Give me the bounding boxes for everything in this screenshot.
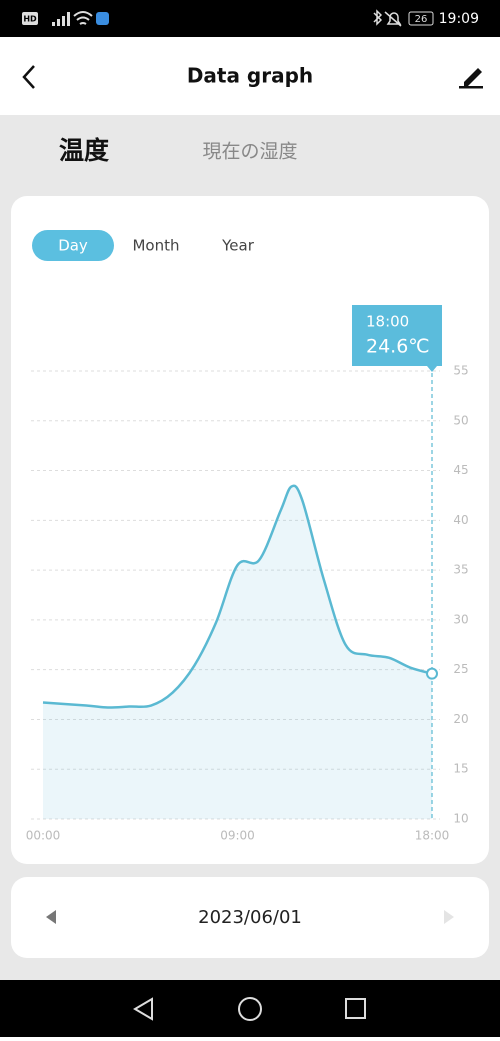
x-tick-label: 09:00 <box>220 829 255 843</box>
nav-back[interactable] <box>133 997 153 1021</box>
tooltip-value: 24.6℃ <box>366 336 430 358</box>
x-tick-label: 00:00 <box>26 829 61 843</box>
nav-bar <box>0 980 500 1037</box>
x-tick-label: 18:00 <box>415 829 450 843</box>
tab-active[interactable]: 温度 <box>59 136 109 165</box>
battery-level: 26 <box>415 14 428 25</box>
range-pill-active[interactable] <box>32 230 114 261</box>
page-title: Data graph <box>187 64 313 88</box>
range-option[interactable]: Year <box>221 237 255 255</box>
tooltip <box>352 305 442 372</box>
plot: 10 15 20 25 30 35 40 45 50 55 00:00 09:00 18:00 18:00… <box>26 305 469 843</box>
area-fill <box>43 485 432 819</box>
header <box>0 37 500 115</box>
nav-home[interactable] <box>238 997 262 1021</box>
hd-badge <box>22 12 38 25</box>
date: 2023/06/01 <box>198 907 302 928</box>
range-option[interactable]: Day <box>58 237 88 255</box>
tab[interactable]: 現在の湿度 <box>202 141 297 163</box>
y-tick-label: 50 <box>453 413 468 427</box>
y-tick-label: 55 <box>453 364 468 378</box>
y-tick-label: 30 <box>453 612 468 626</box>
y-tick-label: 10 <box>453 812 468 826</box>
bluetooth-icon <box>373 9 383 26</box>
y-tick-label: 15 <box>453 762 468 776</box>
y-tick-label: 40 <box>453 513 468 527</box>
mute-icon <box>384 11 402 27</box>
nav-recent[interactable] <box>345 998 366 1019</box>
y-tick-label: 35 <box>453 563 468 577</box>
wifi-icon <box>73 11 93 25</box>
line <box>42 484 433 709</box>
signal-icon <box>52 12 70 26</box>
y-tick-label: 20 <box>453 712 468 726</box>
app-icon <box>96 12 109 25</box>
clock: 19:09 <box>439 11 479 27</box>
back-button[interactable] <box>22 65 35 89</box>
edit-button[interactable] <box>459 68 483 89</box>
range-option[interactable]: Month <box>132 237 179 255</box>
next-date[interactable] <box>444 910 454 924</box>
tooltip-title: 18:00 <box>366 313 409 331</box>
y-tick-label: 25 <box>453 662 468 676</box>
network: HD <box>23 15 37 24</box>
y-tick-label: 45 <box>453 463 468 477</box>
battery-icon <box>408 11 434 26</box>
date-card <box>11 877 489 958</box>
cursor-point <box>426 667 438 680</box>
prev-date[interactable] <box>46 910 56 924</box>
